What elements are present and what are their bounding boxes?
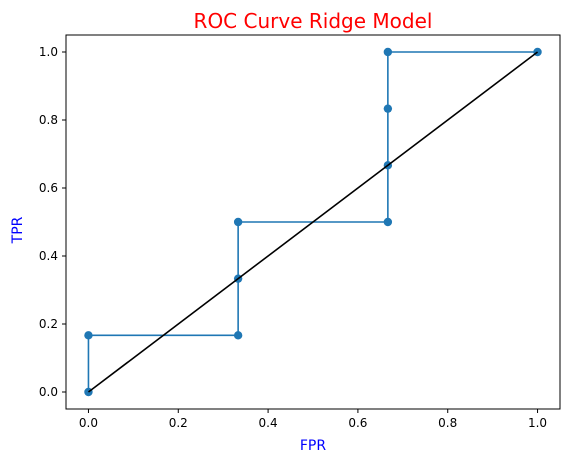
plot-frame: [65, 34, 561, 410]
y-tick-label: 0.2: [39, 317, 58, 331]
roc-point: [233, 217, 243, 227]
roc-point: [233, 331, 243, 340]
x-axis-label: FPR: [300, 438, 326, 454]
x-tick-label: 0.6: [348, 416, 367, 430]
x-tick-label: 0.2: [169, 416, 188, 430]
y-tick-label: 0.0: [39, 385, 58, 399]
x-tick-label: 0.0: [79, 416, 98, 430]
roc-point: [383, 104, 393, 113]
roc-point: [383, 217, 393, 227]
x-tick-label: 0.4: [259, 416, 278, 430]
diagonal-reference-line: [87, 51, 539, 393]
x-tick-label: 1.0: [528, 416, 547, 430]
y-tick-label: 0.6: [39, 181, 58, 195]
y-axis-label: TPR: [10, 216, 26, 244]
y-tick-label: 0.8: [39, 113, 58, 127]
plot-area: 0.0 0.2 0.4 0.6 0.8 1.0 0.0 0.2 0.4 0.6 0.8 1.0: [39, 34, 561, 430]
x-tick-label: 0.8: [438, 416, 457, 430]
y-tick-label: 0.4: [39, 249, 58, 263]
roc-point: [383, 47, 393, 57]
y-tick-label: 1.0: [39, 45, 58, 59]
roc-point: [84, 331, 93, 340]
chart-title: ROC Curve Ridge Model: [194, 9, 433, 33]
